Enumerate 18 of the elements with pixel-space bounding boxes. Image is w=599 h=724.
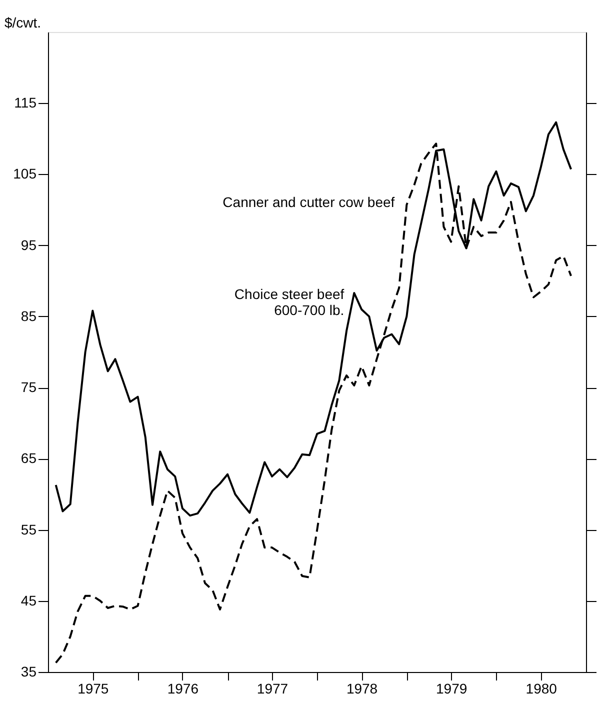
y-tick-label: 85 (20, 308, 37, 324)
y-axis-title: $/cwt. (4, 14, 42, 30)
y-tick-label: 105 (13, 166, 37, 182)
x-tick-label: 1976 (167, 680, 199, 696)
x-tick-label: 1980 (526, 680, 558, 696)
y-tick-label: 115 (14, 94, 37, 111)
x-tick-label: 1978 (346, 680, 378, 696)
y-tick-label: 45 (20, 592, 37, 608)
x-tick-label: 1979 (436, 680, 468, 696)
x-tick-label: 1975 (78, 680, 109, 696)
series-label: Choice steer beef 600-700 lb. (234, 286, 344, 318)
y-tick-label: 35 (20, 664, 37, 680)
x-tick-label: 1977 (256, 680, 288, 696)
y-tick-label: 95 (20, 236, 37, 253)
y-tick-label: 65 (20, 450, 37, 466)
series-label: Canner and cutter cow beef (222, 194, 395, 210)
y-tick-label: 75 (20, 379, 37, 396)
y-tick-label: 55 (20, 521, 37, 538)
